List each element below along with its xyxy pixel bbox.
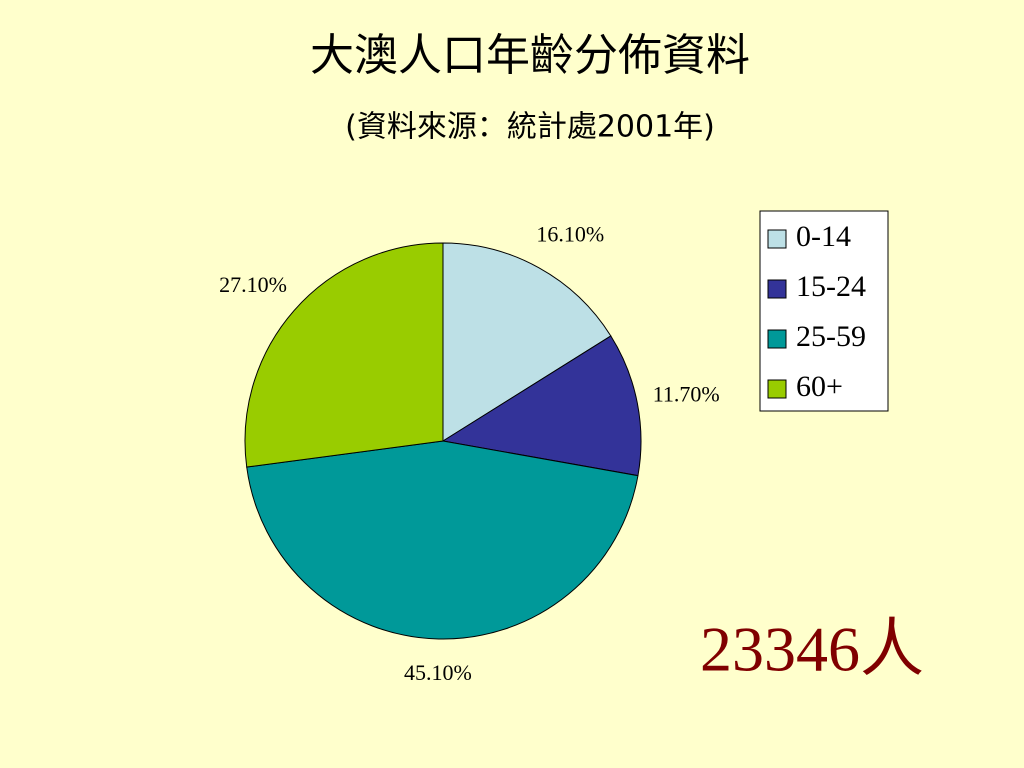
data-label: 27.10% [219,272,287,297]
pie-slice [441,335,642,477]
chart-title: 大澳人口年齡分佈資料 [310,30,750,81]
legend-swatch [767,329,787,349]
legend-label: 0-14 [796,220,851,253]
data-label: 11.70% [653,381,720,406]
legend-swatch [767,279,787,299]
legend-swatch [767,379,787,399]
legend-label: 60+ [796,370,843,403]
pie-slice [442,242,612,442]
legend-label: 15-24 [796,270,866,303]
legend-swatch [767,229,787,249]
data-label: 16.10% [536,221,604,246]
annotation: 23346人 [700,614,924,685]
chart-subtitle: (資料來源：統計處2001年) [345,110,715,145]
pie-slice [246,440,639,640]
pie-slice [244,242,444,468]
legend-label: 25-59 [796,320,866,353]
data-label: 45.10% [404,660,472,685]
